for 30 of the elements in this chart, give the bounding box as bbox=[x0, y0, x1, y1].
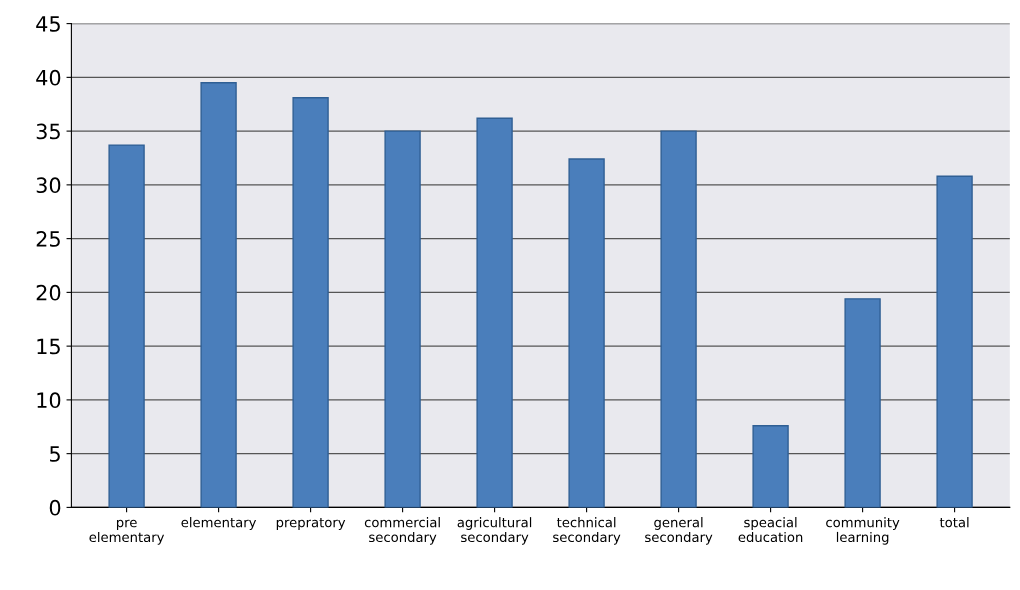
bar bbox=[752, 424, 789, 508]
x-tick-label: technical secondary bbox=[553, 517, 621, 545]
bar bbox=[568, 158, 605, 508]
y-tick-label: 35 bbox=[36, 123, 60, 140]
y-tick-label: 15 bbox=[37, 338, 60, 355]
x-tick-label: general secondary bbox=[645, 517, 713, 545]
x-tick-label: prepratory bbox=[276, 517, 346, 530]
y-tick-label: 45 bbox=[36, 16, 60, 32]
x-tick-label: total bbox=[939, 517, 969, 528]
x-tick-label: commercial secondary bbox=[364, 517, 440, 545]
x-tick-label: pre elementary bbox=[89, 519, 165, 545]
bar bbox=[476, 117, 513, 508]
x-tick-label: agricultural secondary bbox=[457, 517, 532, 545]
bar bbox=[200, 82, 237, 508]
y-tick-label: 0 bbox=[49, 499, 61, 516]
y-tick-label: 30 bbox=[36, 177, 61, 194]
y-tick-label: 20 bbox=[36, 284, 61, 301]
y-tick-label: 5 bbox=[50, 446, 60, 462]
y-tick-label: 40 bbox=[36, 69, 61, 86]
bar bbox=[844, 298, 881, 508]
x-tick-label: elementary bbox=[181, 517, 257, 530]
bar bbox=[936, 175, 973, 508]
x-tick-label: community learning bbox=[826, 517, 900, 545]
y-tick-label: 25 bbox=[36, 231, 60, 247]
bar bbox=[108, 144, 145, 508]
y-tick-label: 10 bbox=[37, 392, 61, 409]
bar bbox=[384, 130, 421, 508]
x-tick-label: speacial education bbox=[738, 517, 803, 543]
bar bbox=[660, 130, 697, 508]
bar bbox=[292, 97, 329, 508]
